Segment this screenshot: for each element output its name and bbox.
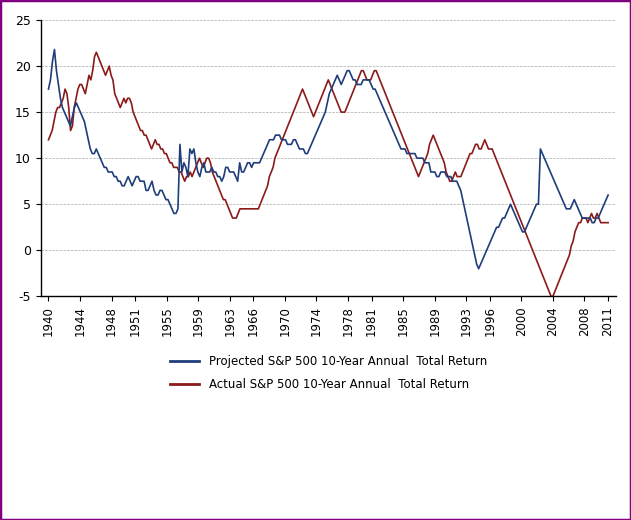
Legend: Projected S&P 500 10-Year Annual  Total Return, Actual S&P 500 10-Year Annual  T: Projected S&P 500 10-Year Annual Total R… xyxy=(165,350,492,396)
